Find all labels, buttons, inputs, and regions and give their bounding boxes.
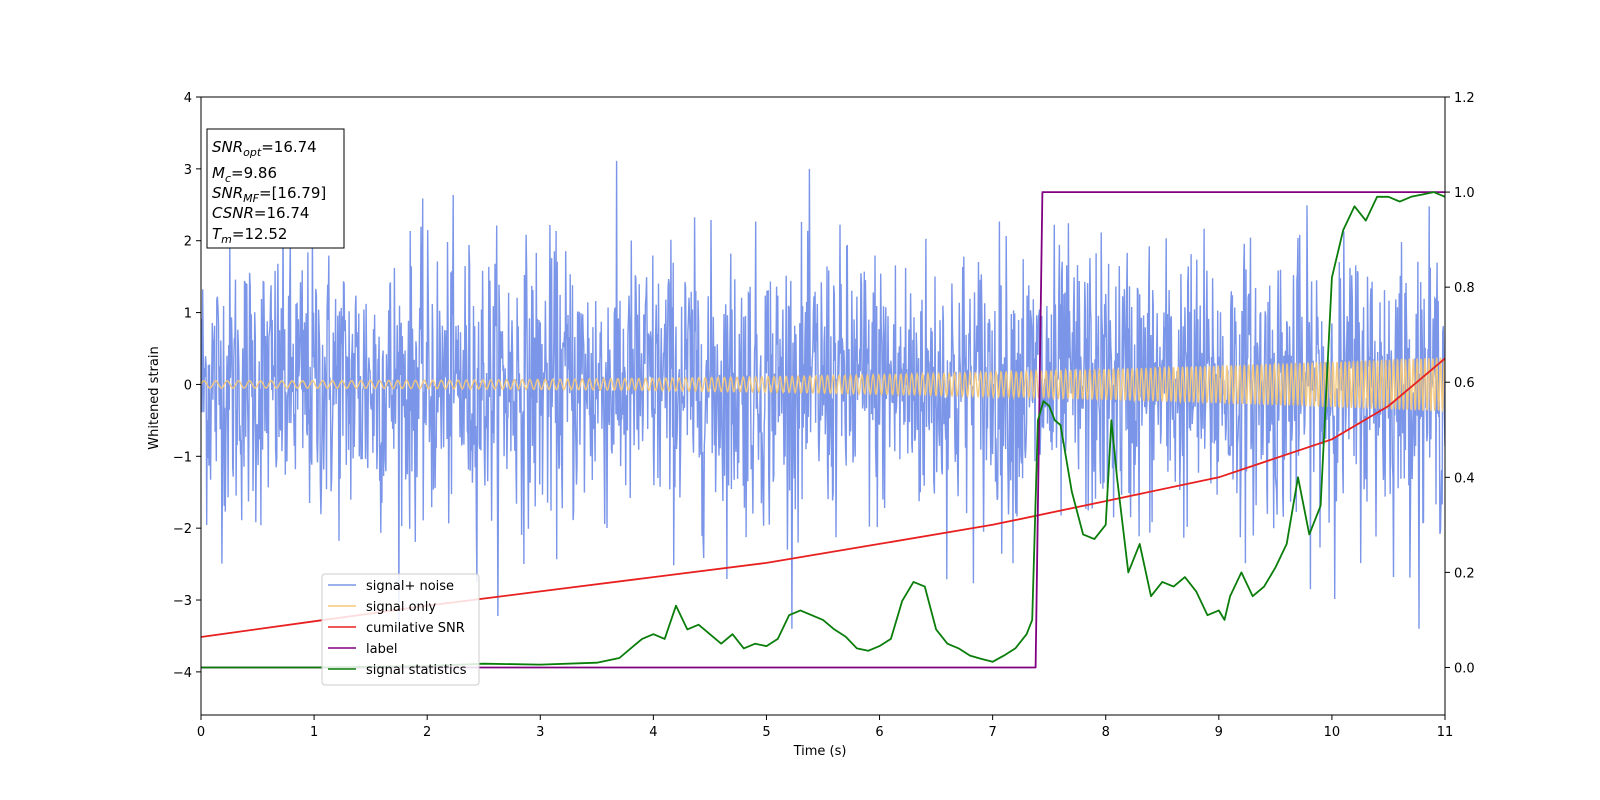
y-tick-label: −4 (173, 666, 192, 681)
csnr-annotation: CSNR=16.74 (212, 204, 309, 222)
y-axis-label: Whitened strain (147, 346, 162, 449)
tm-value: =12.52 (232, 225, 288, 243)
mc-annotation: Mc=9.86 (212, 164, 277, 185)
x-tick-label: 9 (1215, 725, 1223, 740)
csnr-value: =16.74 (254, 204, 310, 222)
x-tick-label: 3 (536, 725, 544, 740)
x-tick-label: 0 (197, 725, 205, 740)
snr-mf-var: SNR (212, 184, 243, 202)
label-line (201, 191, 1445, 669)
snr-mf-value: =[16.79] (259, 184, 326, 202)
x-tick-label: 10 (1324, 725, 1341, 740)
y-tick-label: −2 (173, 522, 192, 537)
x-tick-label: 6 (875, 725, 883, 740)
tm-sub: m (221, 233, 232, 246)
y-tick-label: 3 (184, 163, 192, 178)
y2-tick-label: 1.0 (1454, 186, 1475, 201)
legend-label-signal-noise: signal+ noise (366, 579, 454, 594)
y-tick-label: 2 (184, 235, 192, 250)
y2-tick-label: 0.8 (1454, 281, 1475, 296)
x-tick-label: 4 (649, 725, 657, 740)
x-tick-label: 2 (423, 725, 431, 740)
y-tick-label: −3 (173, 594, 192, 609)
legend-label-signal-statistics: signal statistics (366, 663, 467, 678)
x-axis-label: Time (s) (793, 744, 847, 759)
y-tick-label: 1 (184, 307, 192, 322)
csnr-var: CSNR (212, 204, 254, 222)
legend-label-signal-only: signal only (366, 600, 436, 615)
snr-opt-sub: opt (243, 146, 262, 159)
signal-statistics-line (201, 191, 1445, 669)
legend: signal+ noise signal only cumilative SNR… (321, 573, 480, 686)
snr-mf-sub: MF (243, 192, 259, 205)
signal-only-line (201, 357, 1445, 412)
x-tick-label: 5 (762, 725, 770, 740)
y2-tick-label: 1.2 (1454, 91, 1475, 106)
legend-label-label: label (366, 642, 397, 657)
x-tick-label: 11 (1437, 725, 1454, 740)
y2-tick-label: 0.2 (1454, 566, 1475, 581)
x-tick-label: 8 (1102, 725, 1110, 740)
tm-var: T (212, 225, 223, 243)
snr-opt-value: =16.74 (261, 138, 317, 156)
y-tick-label: −1 (173, 450, 192, 465)
axes: 0 1 2 3 4 5 6 7 8 9 10 1143210−1−2−3−41.21.00.80.60… (173, 91, 1475, 740)
y-tick-label: 0 (184, 378, 192, 393)
signal-noise-line (201, 160, 1445, 629)
mc-var: M (212, 164, 225, 182)
snr-mf-annotation: SNRMF=[16.79] (212, 184, 326, 205)
mc-sub: c (225, 172, 231, 185)
y2-tick-label: 0.4 (1454, 471, 1475, 486)
snr-opt-var: SNR (212, 138, 243, 156)
legend-label-cumulative-snr: cumilative SNR (366, 621, 465, 636)
y-tick-label: 4 (184, 91, 192, 106)
tm-annotation: Tm=12.52 (212, 225, 287, 246)
y2-tick-label: 0.6 (1454, 376, 1475, 391)
mc-value: =9.86 (231, 164, 277, 182)
x-tick-label: 1 (310, 725, 318, 740)
snr-opt-annotation: SNRopt=16.74 (212, 138, 317, 159)
y2-tick-label: 0.0 (1454, 661, 1475, 676)
plot-frame (200, 96, 1446, 716)
snr-annotation-box: SNRopt=16.74 Mc=9.86 SNRMF=[16.79] CSNR=… (206, 128, 345, 249)
x-tick-label: 7 (988, 725, 996, 740)
